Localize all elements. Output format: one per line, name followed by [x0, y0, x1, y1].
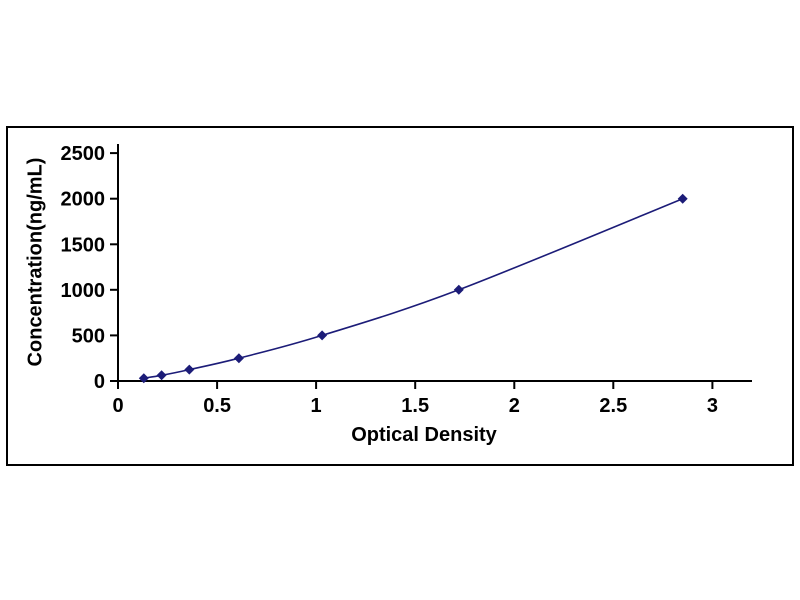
x-tick-label: 2	[509, 395, 520, 417]
standard-curve-chart: 0 0.5 1 1.5 2 2.5 3 0 500 1000 1500 2000 2500	[61, 143, 752, 417]
x-tick-label: 2.5	[599, 395, 627, 417]
data-point-marker	[233, 353, 244, 364]
x-tick-label: 0.5	[203, 395, 231, 417]
curve-line	[143, 197, 684, 379]
x-tick-label: 1	[311, 395, 322, 417]
y-tick-label: 2500	[61, 143, 106, 165]
y-axis-title: Concentration(ng/mL)	[24, 157, 47, 367]
y-tick-label: 500	[72, 325, 105, 347]
x-tick-label: 0	[112, 395, 123, 417]
x-tick-label: 1.5	[401, 395, 429, 417]
y-tick-label: 2000	[61, 189, 106, 211]
x-axis-title: Optical Density	[351, 424, 497, 446]
data-point-marker	[453, 284, 464, 295]
chart-frame: 0 0.5 1 1.5 2 2.5 3 0 500 1000 1500 2000 2500 Concen…	[6, 126, 794, 466]
data-point-marker	[138, 373, 149, 384]
data-point-marker	[156, 370, 167, 381]
y-tick-label: 1500	[61, 234, 106, 256]
y-tick-label: 1000	[61, 280, 106, 302]
y-tick-label: 0	[94, 371, 105, 393]
x-tick-label: 3	[707, 395, 718, 417]
data-point-marker	[317, 330, 328, 341]
data-point-marker	[677, 193, 688, 204]
data-point-marker	[184, 364, 195, 375]
